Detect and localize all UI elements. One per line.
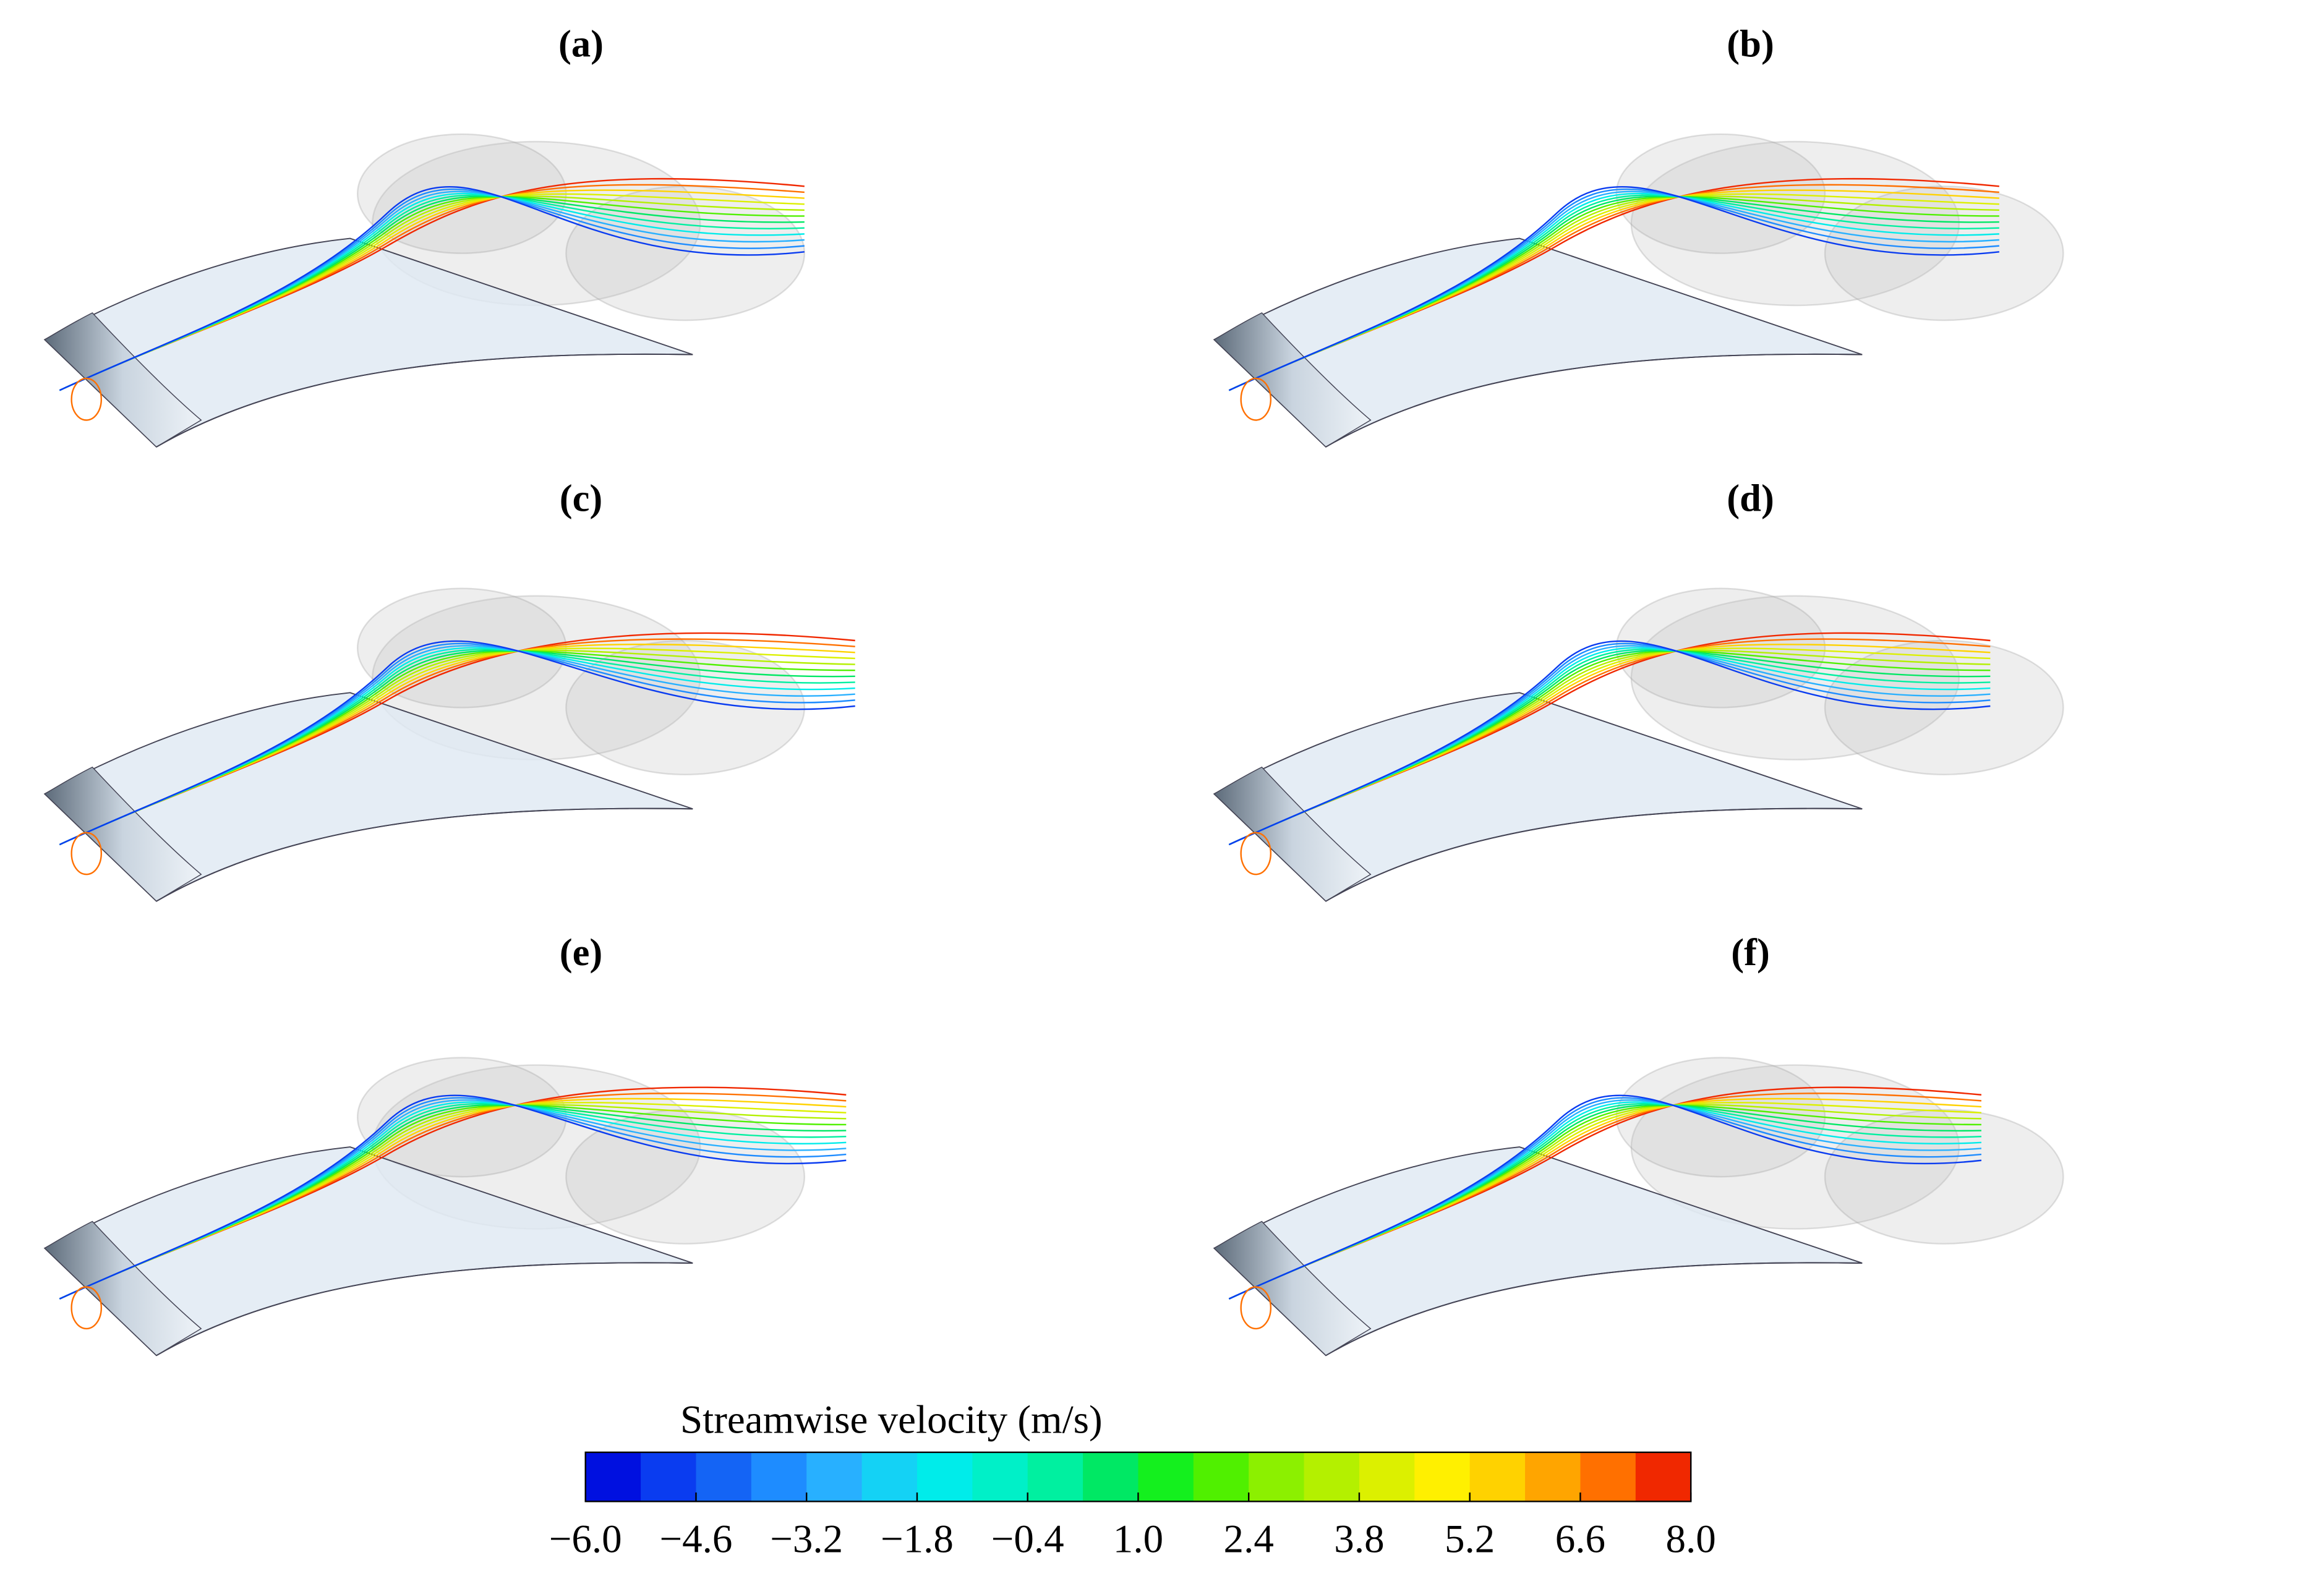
contour-line [59, 640, 855, 846]
colorbar-segment [1525, 1452, 1581, 1502]
airfoil-side [1325, 807, 1863, 902]
colorbar-segment [1359, 1452, 1416, 1502]
airfoil-edge [1213, 1220, 1372, 1357]
iso-surface [1824, 185, 2064, 322]
colorbar-segment [1635, 1452, 1691, 1502]
contour-line [70, 377, 103, 421]
airfoil-side [156, 807, 693, 902]
iso-surface [1824, 639, 2064, 776]
contour-line [1228, 186, 1999, 391]
colorbar-tick-label: −6.0 [549, 1517, 622, 1561]
airfoil-side [156, 1262, 693, 1357]
panel: (f) [1213, 931, 2064, 1357]
colorbar-segment [916, 1452, 973, 1502]
airfoil-side [1325, 353, 1863, 448]
panel-label: (e) [560, 931, 603, 974]
panel-label: (c) [560, 476, 603, 519]
iso-surface [356, 1057, 567, 1178]
colorbar-segment [972, 1452, 1028, 1502]
colorbar-segment [1414, 1452, 1471, 1502]
colorbar-segment [861, 1452, 918, 1502]
contour-line [1228, 1094, 1982, 1300]
panel-label: (d) [1727, 476, 1774, 519]
contour-line [1228, 640, 1991, 846]
contour-line [59, 1094, 847, 1300]
contour-line [1240, 377, 1272, 421]
airfoil-edge [1213, 766, 1372, 902]
iso-surface [565, 1109, 806, 1245]
colorbar-segment [696, 1452, 752, 1502]
iso-surface [565, 185, 806, 322]
colorbar-tick-label: −0.4 [991, 1517, 1064, 1561]
airfoil-edge [44, 1220, 202, 1357]
colorbar-segment [1304, 1452, 1360, 1502]
colorbar-tick-label: −4.6 [659, 1517, 732, 1561]
panel: (d) [1213, 476, 2064, 902]
panel: (a) [43, 22, 806, 448]
colorbar-tick-label: 6.6 [1555, 1517, 1605, 1561]
colorbar-segment [1138, 1452, 1194, 1502]
contour-line [59, 186, 805, 391]
colorbar-tick-label: 3.8 [1334, 1517, 1384, 1561]
panel-label: (a) [558, 22, 604, 66]
colorbar-title: Streamwise velocity (m/s) [680, 1398, 1103, 1442]
colorbar-segment [1083, 1452, 1139, 1502]
colorbar-tick-label: 5.2 [1445, 1517, 1495, 1561]
contour-line [1240, 832, 1272, 875]
colorbar-segment [585, 1452, 641, 1502]
colorbar-tick-label: −1.8 [881, 1517, 954, 1561]
iso-surface [1630, 1064, 1960, 1230]
colorbar-segment [1469, 1452, 1526, 1502]
panel-label: (f) [1731, 931, 1770, 974]
panel-label: (b) [1727, 22, 1774, 66]
colorbar-segment [1027, 1452, 1083, 1502]
colorbar-tick-label: 2.4 [1224, 1517, 1274, 1561]
airfoil-edge [1213, 312, 1372, 448]
colorbar-segment [1249, 1452, 1305, 1502]
iso-surface [1824, 1109, 2064, 1245]
colorbar-segment [641, 1452, 697, 1502]
airfoil-edge [44, 312, 202, 448]
panel: (c) [43, 476, 855, 902]
colorbar-tick-label: 1.0 [1113, 1517, 1163, 1561]
airfoil-edge [44, 766, 202, 902]
colorbar-segment [1580, 1452, 1636, 1502]
airfoil-side [1325, 1262, 1863, 1357]
contour-line [70, 832, 103, 875]
contour-line [70, 1286, 103, 1330]
colorbar-segment [806, 1452, 863, 1502]
airfoil-side [156, 353, 693, 448]
panel: (b) [1213, 22, 2064, 448]
colorbar-segment [751, 1452, 807, 1502]
colorbar-segment [1193, 1452, 1249, 1502]
panel: (e) [43, 931, 847, 1357]
colorbar-tick-label: 8.0 [1666, 1517, 1716, 1561]
colorbar-tick-label: −3.2 [770, 1517, 843, 1561]
contour-line [1240, 1286, 1272, 1330]
iso-surface [1630, 595, 1960, 760]
